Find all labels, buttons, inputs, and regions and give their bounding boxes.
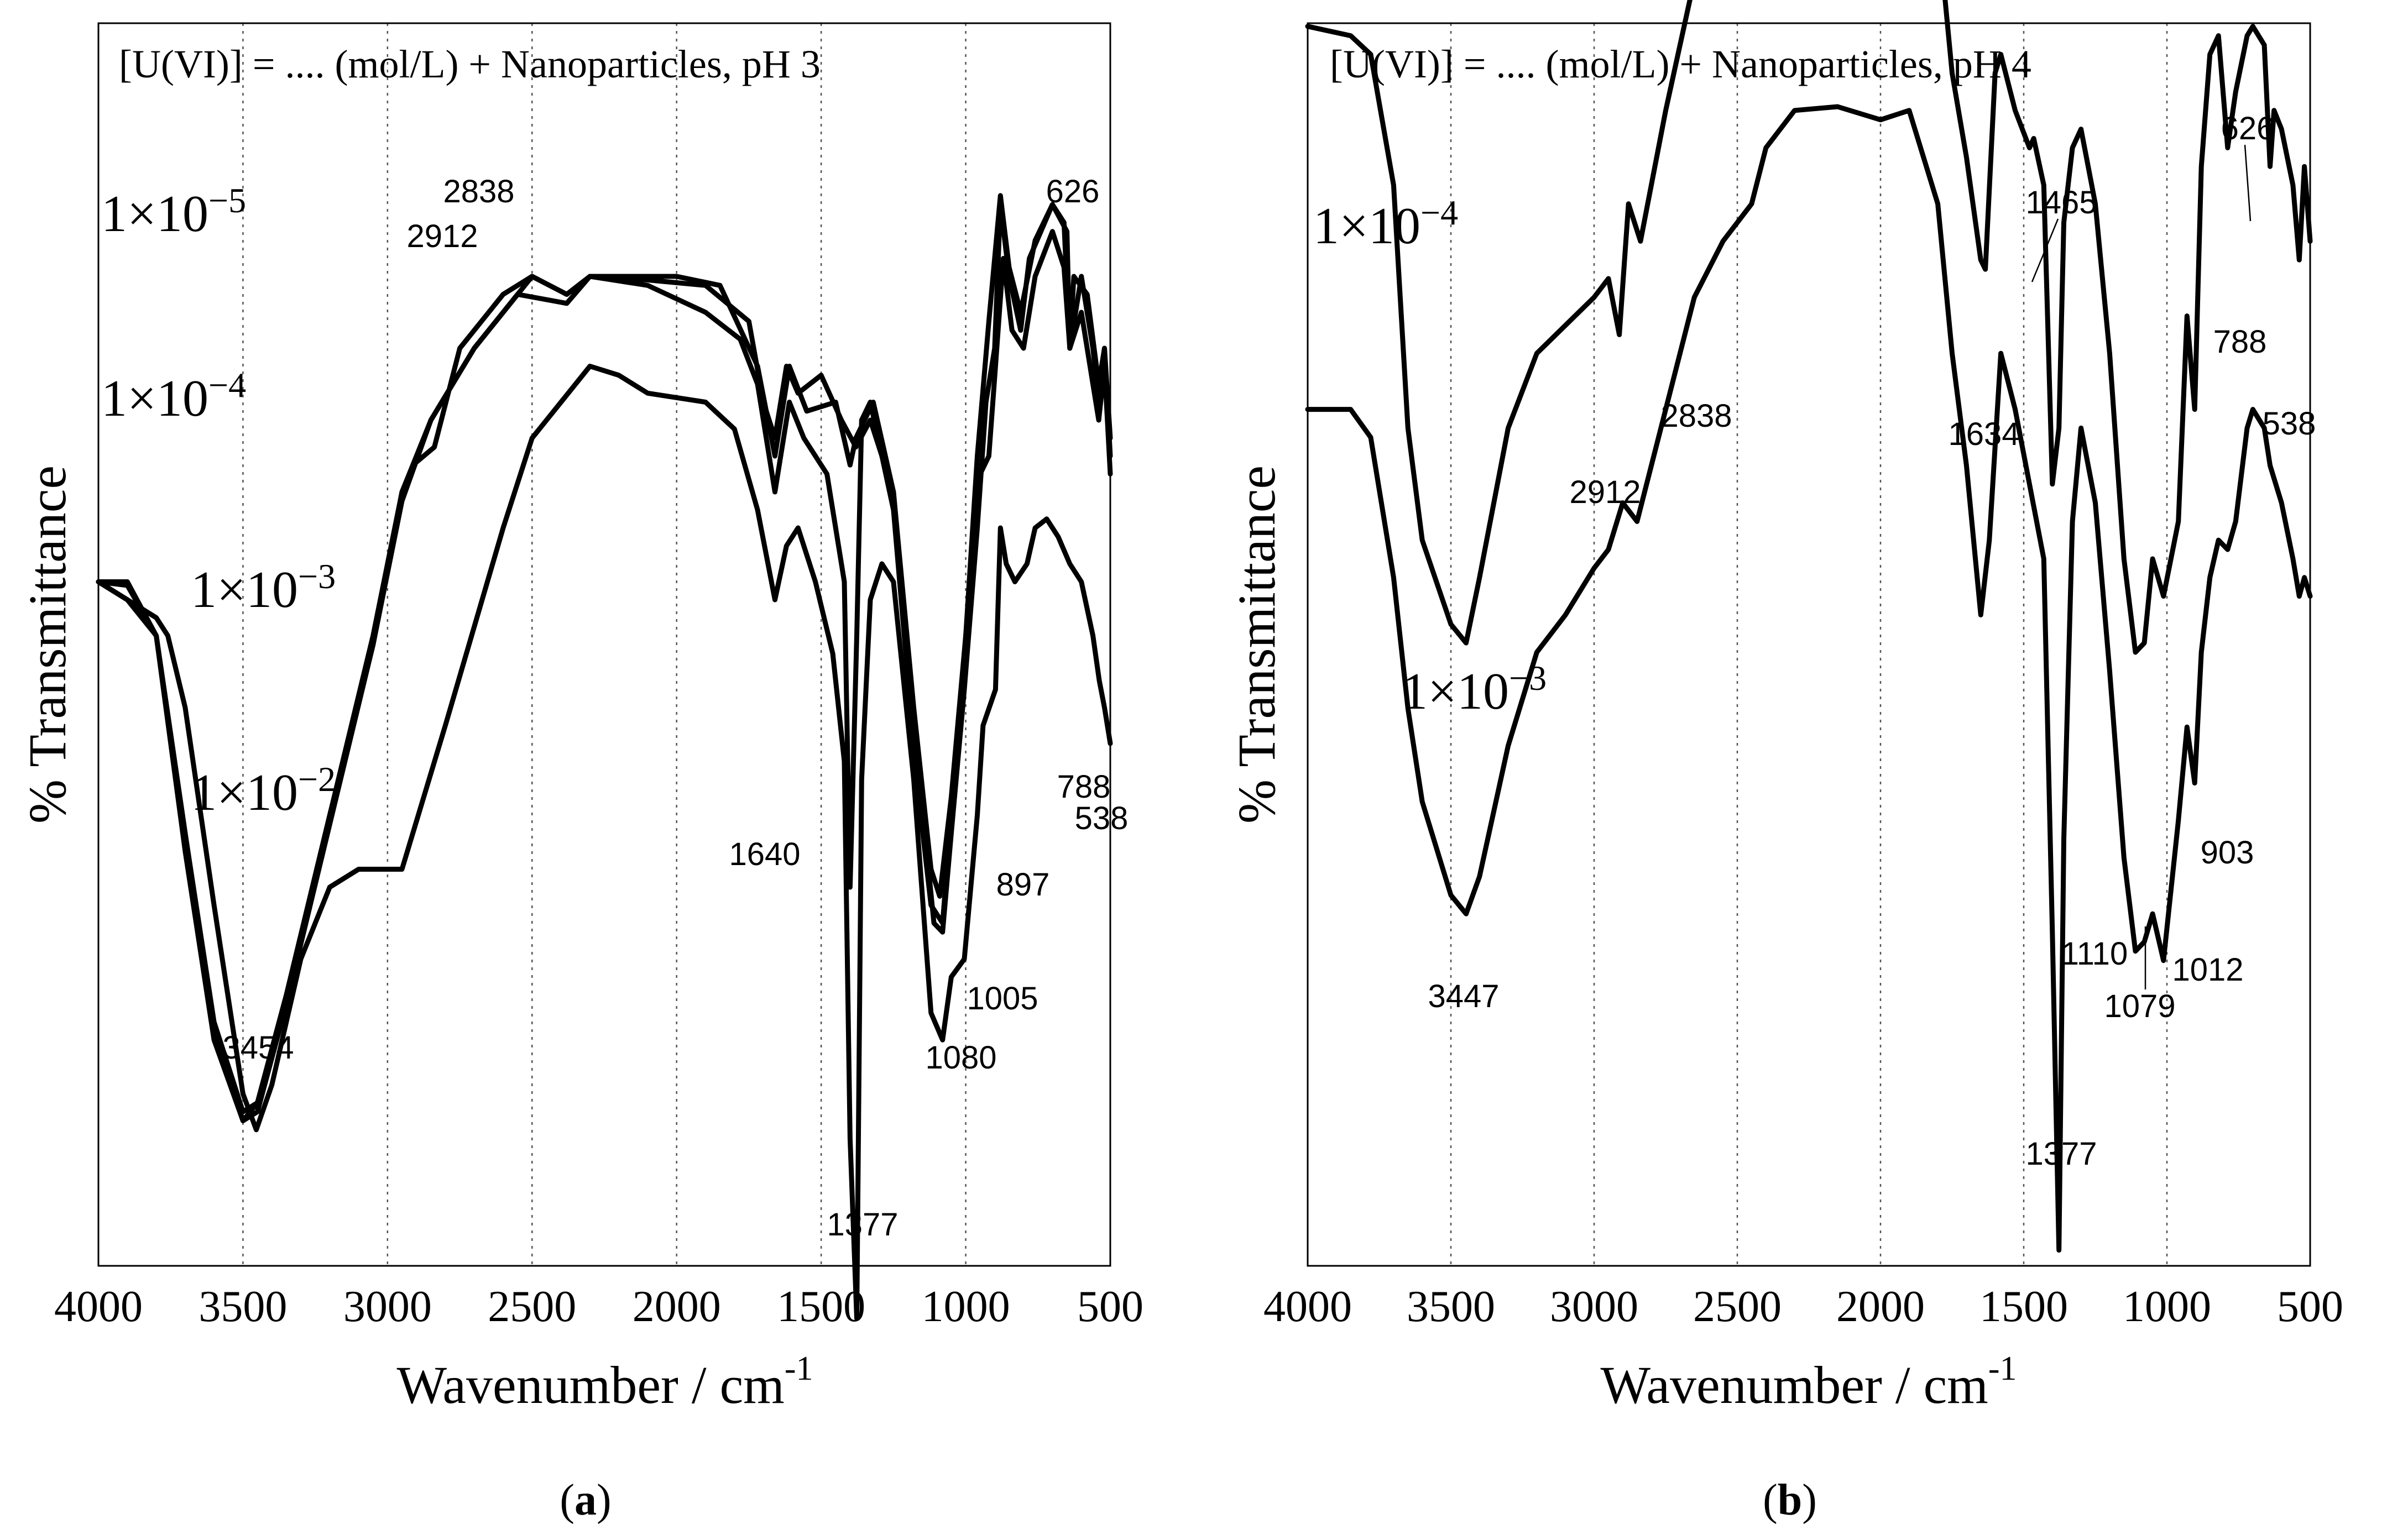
panel-a-x-axis-title: Wavenumber / cm-1 xyxy=(397,1350,813,1415)
panel-b-x-tick-1500: 1500 xyxy=(1979,1282,2068,1331)
panel-b-conc-label-1e-3: 1×10−3 xyxy=(1402,658,1547,720)
panel-a-spectrum-line-4 xyxy=(96,364,1113,1321)
panel-b: 4000 3500 3000 2500 2000 1500 1000 500 [U(VI)] … xyxy=(1227,0,2343,1525)
panel-a-title: [U(VI)] = .... (mol/L) + Nanoparticles, … xyxy=(119,42,821,86)
panel-a-spectrum-line-2 xyxy=(96,202,1113,1123)
panel-a-peak-3454: 3454 xyxy=(222,1030,294,1066)
panel-a-peak-1080: 1080 xyxy=(925,1040,996,1076)
panel-b-x-tick-1000: 1000 xyxy=(2123,1282,2211,1331)
panel-a-conc-label-1e-5: 1×10−5 xyxy=(101,181,246,243)
panel-a-x-tick-2000: 2000 xyxy=(633,1282,721,1331)
panel-a-x-tick-4000: 4000 xyxy=(54,1282,143,1331)
panel-b-leader-1465 xyxy=(2031,218,2059,282)
panel-a-peak-2838: 2838 xyxy=(443,174,514,209)
panel-a-x-tick-2500: 2500 xyxy=(488,1282,576,1331)
panel-b-x-tick-labels: 4000 3500 3000 2500 2000 1500 1000 500 xyxy=(1263,1282,2343,1331)
panel-b-gridlines xyxy=(1450,23,2168,1266)
panel-a-caption: (a) xyxy=(560,1476,611,1525)
panel-b-y-axis-title: % Transmittance xyxy=(1227,465,1286,824)
panel-b-peak-1079: 1079 xyxy=(2104,988,2175,1024)
panel-b-peak-3447: 3447 xyxy=(1428,978,1499,1014)
panel-a-plot-frame xyxy=(97,22,1111,1267)
panel-b-peak-538: 538 xyxy=(2263,406,2316,442)
panel-a-x-tick-500: 500 xyxy=(1077,1282,1143,1331)
panel-a-x-tick-1000: 1000 xyxy=(922,1282,1010,1331)
panel-a-series xyxy=(96,193,1113,1321)
panel-a-conc-label-1e-2: 1×10−2 xyxy=(191,759,336,821)
panel-b-x-tick-3500: 3500 xyxy=(1407,1282,1495,1331)
panel-a-peak-1640: 1640 xyxy=(729,836,800,872)
panel-a-peak-897: 897 xyxy=(996,867,1050,903)
panel-b-peak-1634: 1634 xyxy=(1948,416,2019,452)
panel-a-x-tick-labels: 4000 3500 3000 2500 2000 1500 1000 500 xyxy=(54,1282,1143,1331)
panel-a-spectrum-line-3 xyxy=(96,229,1113,1123)
panel-b-peak-1465: 1465 xyxy=(2025,185,2097,221)
panel-a: 4000 3500 3000 2500 2000 1500 1000 500 [U(VI)] … xyxy=(18,22,1143,1525)
panel-b-leader-626 xyxy=(2244,144,2252,222)
panel-a-peak-788: 788 xyxy=(1057,769,1111,805)
panel-b-peak-788: 788 xyxy=(2213,324,2267,360)
panel-b-conc-label-1e-4: 1×10−4 xyxy=(1313,193,1458,255)
panel-b-spectrum-line-1 xyxy=(1305,0,2313,655)
panel-b-peak-1377: 1377 xyxy=(2025,1136,2097,1172)
panel-b-peak-1012: 1012 xyxy=(2172,952,2243,988)
panel-a-peak-538: 538 xyxy=(1075,800,1129,836)
panel-b-peak-2838: 2838 xyxy=(1660,398,1732,434)
panel-b-x-tick-2000: 2000 xyxy=(1836,1282,1925,1331)
panel-b-peak-1110: 1110 xyxy=(2061,936,2128,972)
panel-b-peak-626: 626 xyxy=(2221,111,2275,146)
panel-a-peak-2912: 2912 xyxy=(406,218,478,254)
panel-b-peak-903: 903 xyxy=(2201,835,2254,871)
panel-b-x-tick-4000: 4000 xyxy=(1263,1282,1352,1331)
panel-b-x-axis-title: Wavenumber / cm-1 xyxy=(1601,1350,2017,1415)
panel-a-y-axis-title: % Transmittance xyxy=(18,465,77,824)
panel-b-spectrum-line-2 xyxy=(1305,104,2313,1253)
panel-a-x-tick-3500: 3500 xyxy=(199,1282,287,1331)
panel-a-peak-1377: 1377 xyxy=(827,1207,898,1243)
panel-b-x-tick-500: 500 xyxy=(2277,1282,2343,1331)
panel-a-conc-label-1e-4: 1×10−4 xyxy=(101,365,246,427)
panel-a-conc-label-1e-3: 1×10−3 xyxy=(191,557,336,619)
panel-b-x-tick-3000: 3000 xyxy=(1550,1282,1638,1331)
panel-a-x-tick-3000: 3000 xyxy=(343,1282,432,1331)
panel-b-x-tick-2500: 2500 xyxy=(1693,1282,1782,1331)
panel-b-plot-frame xyxy=(1307,22,2311,1267)
panel-a-peak-626: 626 xyxy=(1046,174,1100,209)
panel-a-peak-1005: 1005 xyxy=(967,981,1038,1017)
panel-b-series xyxy=(1305,0,2313,1253)
panel-a-x-tick-1500: 1500 xyxy=(777,1282,865,1331)
panel-b-peak-2912: 2912 xyxy=(1569,474,1641,510)
panel-b-caption: (b) xyxy=(1763,1476,1817,1525)
panel-a-spectrum-line-1 xyxy=(96,193,1113,1114)
panel-b-title: [U(VI)] = .... (mol/L) + Nanoparticles, … xyxy=(1330,42,2031,86)
